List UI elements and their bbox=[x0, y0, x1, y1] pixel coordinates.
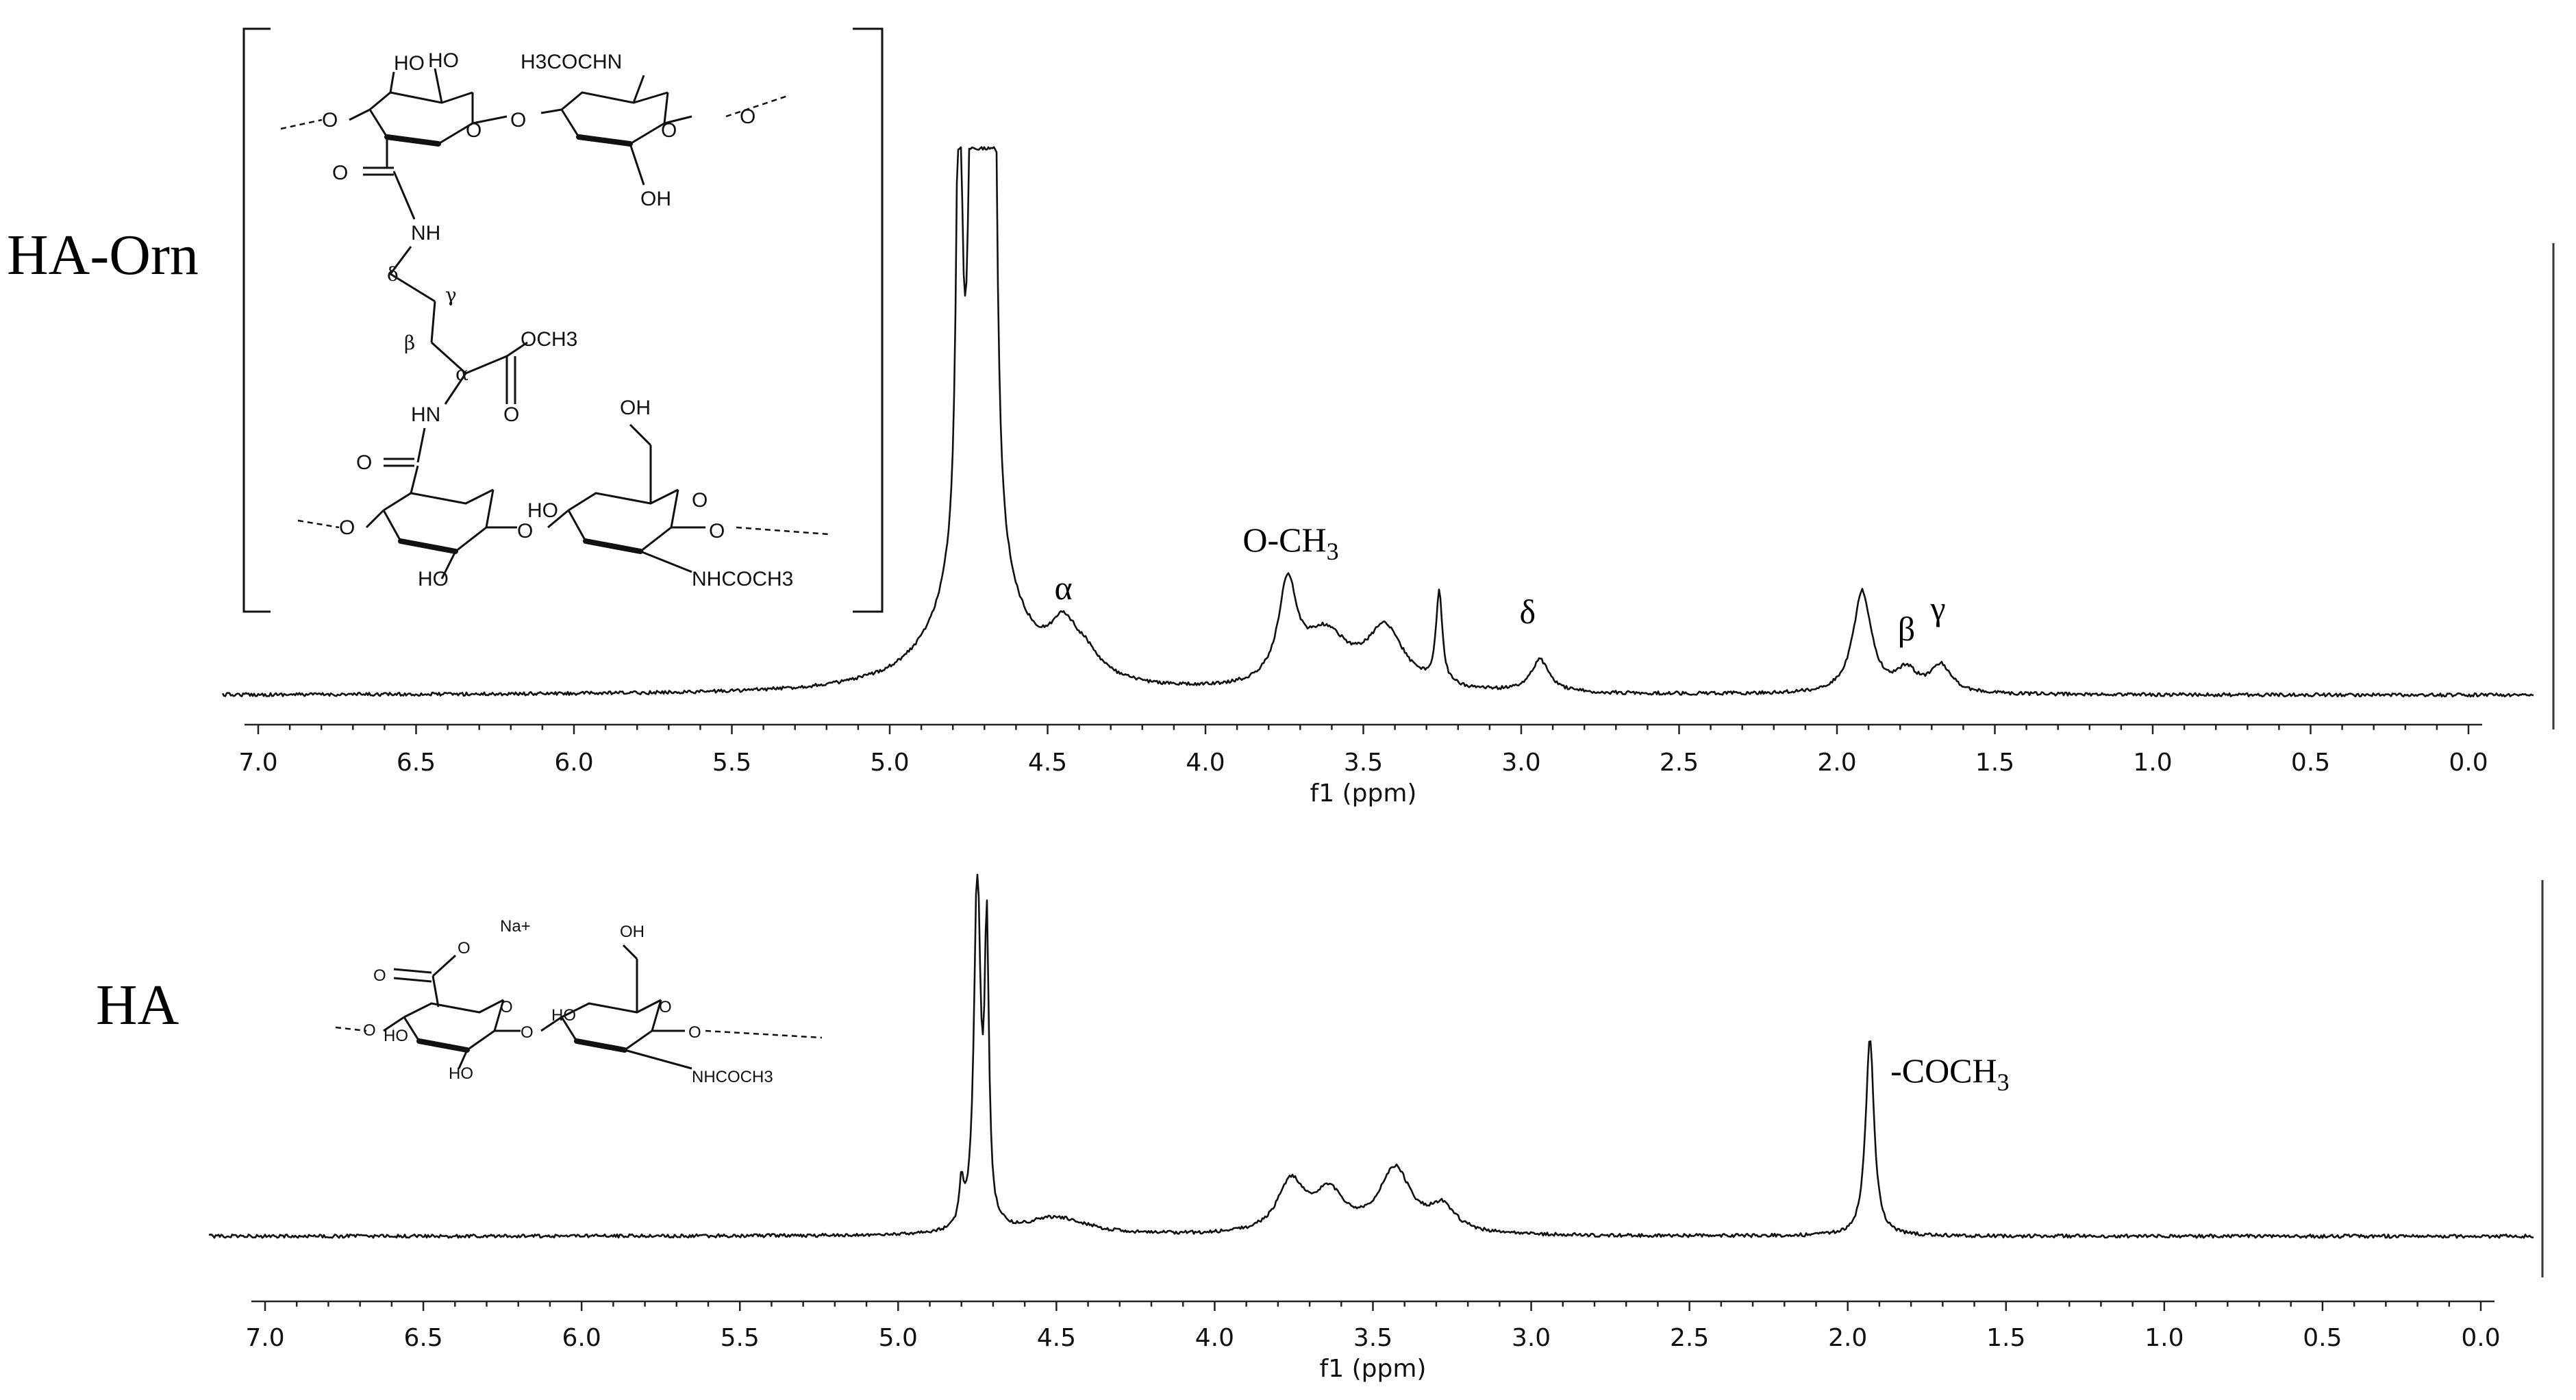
ha-structure: O O Na+ O HO O O OH HO O O bbox=[335, 917, 823, 1086]
struct-label: O bbox=[517, 520, 533, 542]
x-tick-label: 4.0 bbox=[1186, 749, 1225, 777]
peak-annotation: δ bbox=[1519, 592, 1536, 631]
spectrum-line-ha bbox=[208, 873, 2534, 1239]
peak-annotation: γ bbox=[1929, 589, 1945, 627]
struct-label: O bbox=[466, 119, 482, 142]
struct-label: O bbox=[356, 451, 372, 474]
peak-annotation: -COCH3 bbox=[1890, 1051, 2010, 1096]
x-tick-label: 1.5 bbox=[1975, 749, 2014, 777]
x-tick-label: 1.5 bbox=[1986, 1324, 2025, 1352]
peak-annotation: α bbox=[1054, 568, 1072, 607]
struct-label: O bbox=[688, 1023, 701, 1042]
x-tick-label: 3.5 bbox=[1353, 1324, 1392, 1352]
x-tick-label: 6.0 bbox=[554, 749, 593, 777]
x-tick-label: 5.0 bbox=[870, 749, 909, 777]
struct-label: O bbox=[373, 966, 386, 985]
struct-label: O bbox=[661, 119, 677, 142]
x-tick-label: 6.0 bbox=[562, 1324, 601, 1352]
x-tick-label: 7.0 bbox=[238, 749, 277, 777]
struct-label: O bbox=[363, 1021, 376, 1040]
struct-label: O bbox=[709, 520, 725, 542]
x-tick-label: 2.0 bbox=[1817, 749, 1856, 777]
sample-label-ha: HA bbox=[96, 973, 179, 1037]
x-tick-label: 6.5 bbox=[403, 1324, 442, 1352]
struct-label: δ bbox=[387, 263, 399, 286]
struct-label: HO bbox=[394, 52, 425, 75]
struct-label: O bbox=[740, 105, 755, 128]
peak-annotations-ha-orn: α O-CH3 δ βγ bbox=[1054, 521, 1945, 648]
struct-label: β bbox=[404, 332, 415, 354]
x-tick-label: 0.5 bbox=[2291, 749, 2330, 777]
peak-annotation: β bbox=[1898, 610, 1915, 648]
struct-label: O bbox=[659, 998, 672, 1016]
struct-label: O bbox=[500, 998, 513, 1016]
struct-label: O bbox=[339, 516, 355, 539]
x-tick-label: 7.0 bbox=[245, 1324, 284, 1352]
peak-annotations-ha: -COCH3 bbox=[1890, 1051, 2010, 1096]
peak-annotation: O-CH3 bbox=[1242, 521, 1338, 565]
x-tick-label: 2.0 bbox=[1828, 1324, 1867, 1352]
x-tick-label: 2.5 bbox=[1670, 1324, 1709, 1352]
x-axis-title: f1 (ppm) bbox=[1310, 779, 1417, 808]
struct-label: O bbox=[692, 489, 708, 512]
x-tick-label: 6.5 bbox=[397, 749, 436, 777]
x-tick-label: 5.5 bbox=[721, 1324, 760, 1352]
struct-label: O bbox=[332, 162, 348, 184]
sample-label-ha-orn: HA-Orn bbox=[7, 223, 199, 287]
struct-label: OH bbox=[620, 923, 645, 941]
x-tick-label: 2.5 bbox=[1660, 749, 1699, 777]
struct-label: HO bbox=[384, 1027, 408, 1045]
x-axis-ha-orn: 7.0 6.5 6.0 5.5 5.0 4.5 4.0 3.5 3.0 2.5 2.0 1.5 1.0 0… bbox=[238, 723, 2488, 808]
struct-label: O bbox=[521, 1023, 534, 1042]
x-axis-title: f1 (ppm) bbox=[1320, 1355, 1427, 1383]
struct-label: OH bbox=[640, 188, 671, 210]
x-tick-label: 4.5 bbox=[1037, 1324, 1076, 1352]
x-tick-label: 3.0 bbox=[1501, 749, 1540, 777]
x-tick-label: 3.0 bbox=[1512, 1324, 1551, 1352]
struct-label: O bbox=[503, 403, 519, 426]
struct-label: OCH3 bbox=[521, 328, 577, 351]
struct-label: HO bbox=[527, 499, 558, 522]
structure-bracket-right bbox=[853, 27, 884, 613]
panel-ha: HA O O Na+ O HO O bbox=[96, 873, 2544, 1383]
struct-label: NHCOCH3 bbox=[692, 1068, 773, 1086]
struct-label: HO bbox=[418, 568, 449, 590]
spectrum-line-ha-orn bbox=[221, 146, 2534, 698]
struct-label: Na+ bbox=[500, 917, 531, 936]
x-tick-label: 0.5 bbox=[2303, 1324, 2342, 1352]
x-tick-label: 4.5 bbox=[1028, 749, 1067, 777]
x-tick-label: 0.0 bbox=[2449, 749, 2488, 777]
struct-label: NH bbox=[411, 222, 440, 245]
struct-label: HN bbox=[411, 403, 440, 426]
panel-ha-orn: HA-Orn HO HO bbox=[7, 27, 2555, 808]
x-tick-label: 1.0 bbox=[2133, 749, 2172, 777]
struct-label: α bbox=[455, 362, 468, 385]
struct-label: O bbox=[322, 109, 338, 132]
struct-label: O bbox=[458, 939, 471, 958]
struct-label: NHCOCH3 bbox=[692, 568, 793, 590]
struct-label: γ bbox=[445, 284, 457, 306]
struct-label: HO bbox=[428, 49, 459, 72]
x-tick-label: 5.5 bbox=[712, 749, 751, 777]
x-tick-label: 4.0 bbox=[1195, 1324, 1234, 1352]
struct-label: O bbox=[510, 109, 526, 132]
structure-bracket-left bbox=[242, 27, 271, 613]
x-tick-label: 5.0 bbox=[879, 1324, 918, 1352]
x-axis-ha: 7.0 6.5 6.0 5.5 5.0 4.5 4.0 3.5 3.0 2.5 2.0 1.5 1.0 0… bbox=[245, 1300, 2501, 1383]
x-tick-label: 3.5 bbox=[1344, 749, 1383, 777]
struct-label: HO bbox=[449, 1064, 473, 1083]
ha-orn-structure: HO HO H3COCHN O O O O O OH O NH δ γ β α bbox=[242, 27, 884, 613]
struct-label: H3COCHN bbox=[521, 51, 622, 73]
x-tick-label: 1.0 bbox=[2144, 1324, 2184, 1352]
x-tick-label: 0.0 bbox=[2461, 1324, 2500, 1352]
struct-label: OH bbox=[620, 397, 651, 419]
struct-label: HO bbox=[551, 1006, 576, 1025]
